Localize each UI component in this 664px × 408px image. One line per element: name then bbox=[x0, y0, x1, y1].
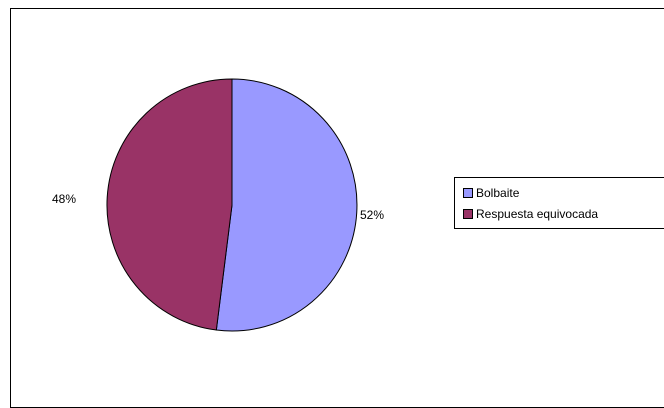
legend-label-bolbaite: Bolbaite bbox=[476, 186, 520, 200]
legend-swatch-bolbaite bbox=[463, 188, 473, 198]
data-label-bolbaite: 52% bbox=[360, 208, 384, 222]
legend-swatch-respuesta-equivocada bbox=[463, 209, 473, 219]
legend: Bolbaite Respuesta equivocada bbox=[454, 177, 664, 229]
legend-item-respuesta-equivocada: Respuesta equivocada bbox=[463, 206, 598, 222]
legend-item-bolbaite: Bolbaite bbox=[463, 185, 519, 201]
data-label-respuesta-equivocada: 48% bbox=[52, 192, 76, 206]
pie-slice-bolbaite bbox=[215, 78, 358, 332]
pie-slice-respuesta-equivocada bbox=[106, 78, 233, 331]
legend-label-respuesta-equivocada: Respuesta equivocada bbox=[476, 207, 599, 221]
